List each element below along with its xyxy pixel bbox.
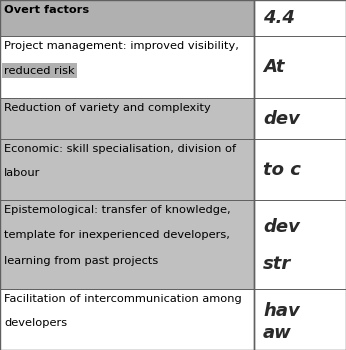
Bar [0,200,254,289]
Text: 4.4: 4.4 [263,9,295,27]
Bar [0,139,254,200]
Text: Economic: skill specialisation, division of: Economic: skill specialisation, division… [4,144,236,154]
Text: reduced risk: reduced risk [4,65,75,76]
Text: to c: to c [263,161,301,178]
Text: Epistemological: transfer of knowledge,: Epistemological: transfer of knowledge, [4,204,231,215]
Text: str: str [263,256,291,273]
Text: developers: developers [4,318,67,328]
Text: Overt factors: Overt factors [4,5,89,15]
Bar [0,36,254,98]
Text: labour: labour [4,168,40,178]
Text: Reduction of variety and complexity: Reduction of variety and complexity [4,103,211,113]
Bar [254,200,346,289]
Text: template for inexperienced developers,: template for inexperienced developers, [4,230,230,240]
Bar [0,0,254,350]
Bar [254,0,346,350]
Bar [0,289,254,350]
Bar [254,289,346,350]
Text: dev: dev [263,218,300,236]
Text: aw: aw [263,324,292,342]
Text: hav: hav [263,302,300,320]
Bar [254,0,346,36]
Text: dev: dev [263,110,300,128]
Bar [254,98,346,139]
Bar [254,139,346,200]
Bar [254,36,346,98]
Bar [0,98,254,139]
Text: At: At [263,58,284,76]
Text: Facilitation of intercommunication among: Facilitation of intercommunication among [4,294,242,304]
Text: learning from past projects: learning from past projects [4,256,158,266]
Text: Project management: improved visibility,: Project management: improved visibility, [4,41,239,51]
Bar [0,0,254,36]
